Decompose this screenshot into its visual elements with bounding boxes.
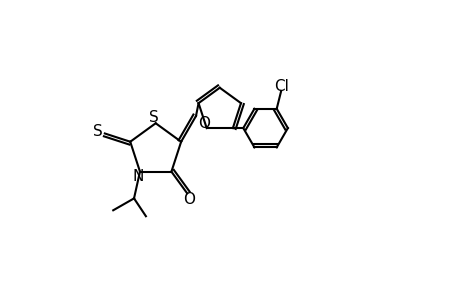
Text: N: N [133,169,144,184]
Text: O: O [197,116,209,131]
Text: S: S [92,124,102,140]
Text: O: O [182,192,194,207]
Text: Cl: Cl [273,79,288,94]
Text: S: S [149,110,159,125]
